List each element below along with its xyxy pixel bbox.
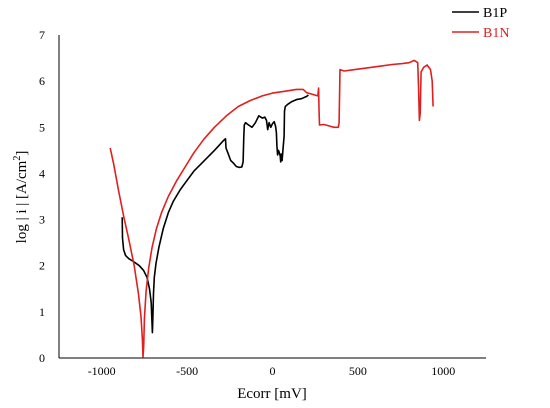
series-lines bbox=[109, 59, 434, 358]
series-line-b1p bbox=[121, 94, 309, 334]
x-tick-label: 0 bbox=[270, 364, 276, 378]
x-axis-title: Ecorr [mV] bbox=[237, 386, 307, 402]
y-tick-label: 6 bbox=[39, 74, 45, 88]
y-tick-label: 3 bbox=[39, 213, 45, 227]
y-axis-title: log | i | [A/cm2] bbox=[12, 151, 30, 244]
x-tick-label: -1000 bbox=[88, 364, 116, 378]
y-tick-label: 1 bbox=[39, 305, 45, 319]
series-line-b1n bbox=[109, 59, 434, 358]
y-tick-label: 5 bbox=[39, 120, 45, 134]
x-tick-label: 1000 bbox=[431, 364, 455, 378]
x-tick-labels: -1000 -500 0 500 1000 bbox=[88, 364, 456, 378]
y-axis-title-suffix: ] bbox=[14, 151, 30, 156]
y-axis-title-superscript: 2 bbox=[12, 156, 23, 161]
y-tick-labels: 0 1 2 3 4 5 6 7 bbox=[39, 28, 45, 365]
x-tick-label: -500 bbox=[176, 364, 198, 378]
x-tick-label: 500 bbox=[349, 364, 367, 378]
y-tick-label: 0 bbox=[39, 351, 45, 365]
legend-label-b1n: B1N bbox=[483, 26, 509, 41]
y-tick-label: 7 bbox=[39, 28, 45, 42]
y-axis-title-main: log | i | [A/cm bbox=[14, 160, 30, 243]
y-tick-label: 2 bbox=[39, 259, 45, 273]
legend-label-b1p: B1P bbox=[483, 6, 507, 21]
y-tick-label: 4 bbox=[39, 166, 45, 180]
